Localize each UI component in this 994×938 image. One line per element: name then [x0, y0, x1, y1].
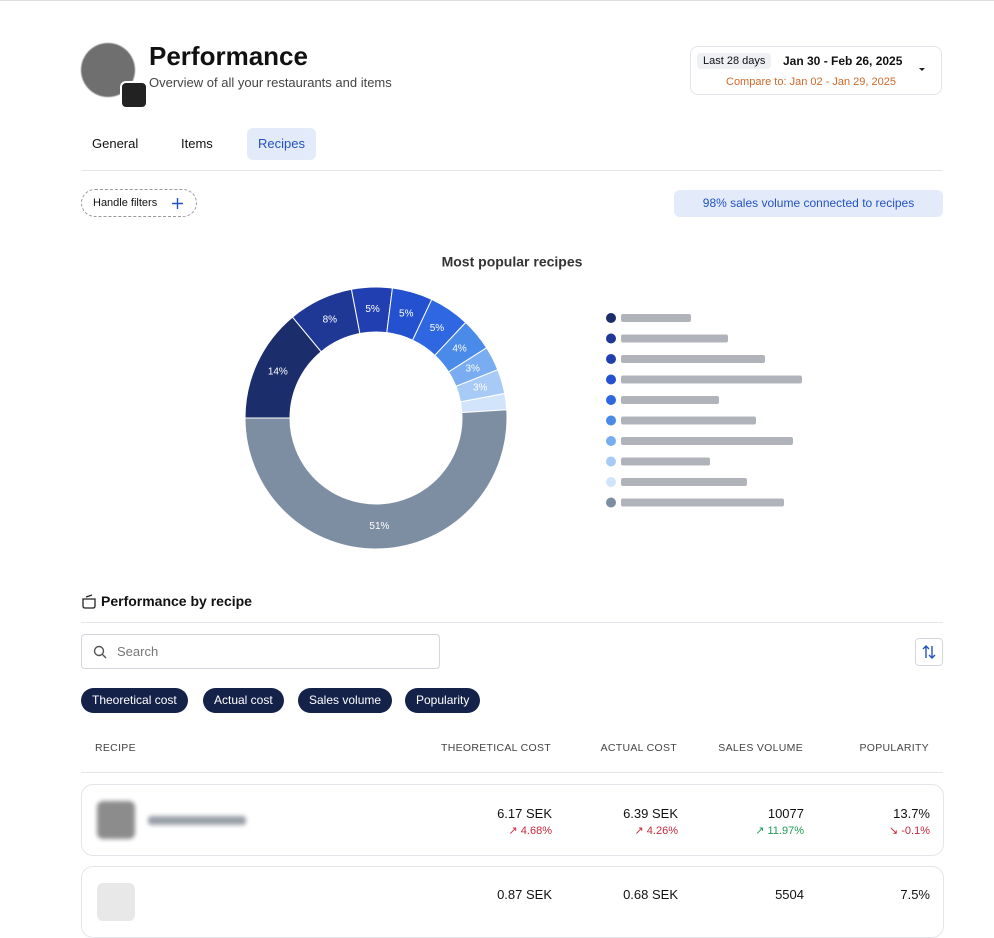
slice-label: 8%: [323, 314, 338, 325]
cell: 0.87 SEK: [497, 887, 552, 902]
page-subtitle: Overview of all your restaurants and ite…: [149, 75, 392, 90]
section-title: Performance by recipe: [101, 593, 252, 609]
recipe-image: [97, 883, 135, 921]
legend-label-redacted: [621, 314, 691, 322]
avatar-badge: [120, 81, 148, 109]
search-placeholder: Search: [117, 644, 159, 659]
search-icon: [93, 645, 107, 659]
metric-chip[interactable]: Theoretical cost: [81, 688, 188, 713]
delta: ↘ -0.1%: [888, 825, 930, 837]
divider: [81, 170, 943, 171]
chart-title: Most popular recipes: [442, 254, 583, 270]
metric-chip[interactable]: Popularity: [405, 688, 481, 713]
slice-label: 5%: [365, 304, 380, 315]
legend-dot: [606, 333, 616, 344]
recipe-name-redacted: [148, 816, 246, 825]
coverage-banner: 98% sales volume connected to recipes: [674, 190, 943, 217]
dropdown-icon: [919, 68, 925, 71]
legend-dot: [606, 477, 616, 487]
slice-label: 5%: [430, 323, 445, 334]
tab[interactable]: Items: [181, 136, 213, 151]
legend-label-redacted: [621, 437, 793, 445]
cell: 13.7%: [893, 806, 930, 821]
legend-dot: [606, 313, 616, 323]
donut-slice: [244, 409, 508, 550]
legend-dot: [606, 395, 616, 405]
legend-label-redacted: [621, 416, 756, 425]
column-header: POPULARITY: [859, 742, 929, 754]
legend-dot: [606, 456, 616, 467]
legend-dot: [606, 497, 616, 508]
slice-label: 3%: [465, 363, 480, 374]
legend-dot: [606, 374, 616, 385]
cell: 0.68 SEK: [623, 887, 678, 902]
legend-label-redacted: [621, 457, 710, 466]
divider: [81, 772, 943, 773]
table-row[interactable]: 6.17 SEK ↗ 4.68% 6.39 SEK ↗ 4.26% 10077 ↗ 1…: [81, 784, 944, 856]
legend-dot: [606, 436, 616, 446]
date-picker[interactable]: Last 28 days Jan 30 - Feb 26, 2025 Compa…: [690, 46, 942, 95]
divider: [81, 622, 943, 623]
filter-button-label: Handle filters: [93, 197, 158, 209]
pot-icon: [82, 594, 96, 609]
cell: 6.39 SEK: [623, 806, 678, 821]
legend-label-redacted: [621, 375, 802, 384]
table-row[interactable]: 0.87 SEK 0.68 SEK 5504 7.5%: [81, 866, 944, 938]
sort-button[interactable]: [915, 638, 943, 666]
legend-dot: [606, 415, 616, 426]
metric-chip[interactable]: Actual cost: [203, 688, 284, 713]
slice-label: 14%: [268, 366, 288, 377]
cell: 6.17 SEK: [497, 806, 552, 821]
period-badge: Last 28 days: [697, 53, 772, 69]
delta: ↗ 11.97%: [755, 825, 804, 837]
period: Jan 30 - Feb 26, 2025: [783, 54, 903, 68]
cell: 7.5%: [900, 887, 930, 902]
column-header: SALES VOLUME: [718, 742, 803, 754]
plus-icon: [172, 198, 183, 209]
slice-label: 3%: [473, 382, 488, 393]
recipe-image: [97, 801, 135, 839]
compare-period: Compare to: Jan 02 - Jan 29, 2025: [726, 76, 896, 88]
delta: ↗ 4.26%: [634, 825, 678, 837]
donut-chart: Most popular recipes 14% 8% 5% 5% 5% 4% 3% 3% 51…: [244, 254, 802, 550]
tab[interactable]: General: [92, 136, 139, 151]
slice-label: 4%: [452, 343, 467, 354]
legend-label-redacted: [621, 355, 765, 363]
page-title: Performance: [149, 41, 308, 71]
slice-label: 5%: [399, 308, 414, 319]
cell: 10077: [767, 806, 804, 821]
column-header: RECIPE: [95, 742, 136, 754]
column-header: ACTUAL COST: [600, 742, 677, 754]
metric-chip[interactable]: Sales volume: [298, 688, 393, 713]
legend-label-redacted: [621, 334, 728, 343]
sort-icon: [922, 645, 936, 659]
filter-button[interactable]: Handle filters: [81, 189, 197, 217]
delta: ↗ 4.68%: [508, 825, 552, 837]
legend-label-redacted: [621, 498, 784, 507]
cell: 5504: [775, 887, 804, 902]
legend-dot: [606, 354, 616, 364]
column-header: THEORETICAL COST: [440, 742, 551, 754]
legend-label-redacted: [621, 396, 719, 404]
tab-active[interactable]: Recipes: [247, 128, 316, 160]
search-box[interactable]: Search: [81, 634, 440, 669]
legend-label-redacted: [621, 478, 747, 486]
slice-label: 51%: [369, 521, 389, 532]
